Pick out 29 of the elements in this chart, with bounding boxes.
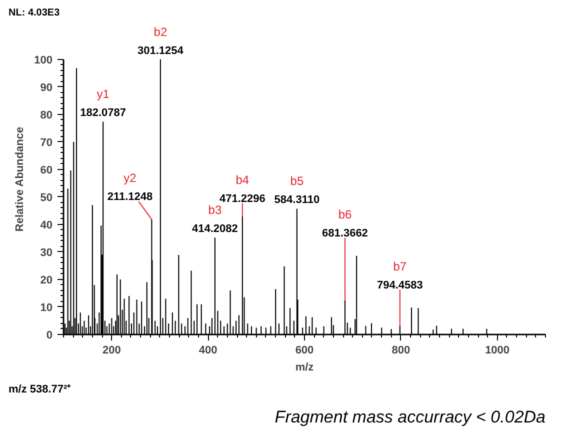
y-tick-label: 30 (40, 246, 53, 259)
y-tick-label: 70 (40, 136, 53, 149)
text: m/z 538.77²⁺ (8, 384, 72, 396)
x-tick-label: 1000 (485, 344, 510, 356)
y-tick-label: 0 (46, 330, 53, 342)
y-tick-label: 20 (40, 274, 53, 286)
x-axis-title: m/z (295, 362, 314, 374)
y-tick-label: 100 (34, 54, 53, 66)
y-tick-label: 80 (40, 109, 53, 122)
y-tick-label: 10 (40, 302, 53, 314)
text: NL: 4.03E3 (8, 8, 60, 18)
annotation: y2 211.1248 (107, 171, 153, 204)
y-axis-title: Relative Abundance (14, 126, 26, 232)
x-tick-label: 800 (392, 344, 410, 356)
annotation: y1 182.0787 (80, 87, 126, 120)
y-tick-label: 50 (40, 192, 53, 204)
annotation: b2 301.1254 (138, 24, 184, 57)
x-tick-label: 200 (102, 344, 121, 356)
y-tick-label: 90 (40, 82, 53, 94)
x-tick-label: 600 (295, 344, 314, 356)
y-tick-label: 60 (40, 164, 53, 176)
x-tick-label: 400 (198, 344, 218, 356)
y-tick-label: 40 (40, 219, 53, 232)
annotation: b5 584.3110 (274, 174, 320, 206)
text: Fragment mass accurracy < 0.02Da (274, 408, 546, 426)
annotation: b7 794.4583 (376, 259, 423, 292)
annotation: b6 681.3662 (322, 208, 368, 240)
annotation: b4 471.2296 (219, 172, 266, 205)
annotation: b3 414.2082 (192, 203, 238, 236)
